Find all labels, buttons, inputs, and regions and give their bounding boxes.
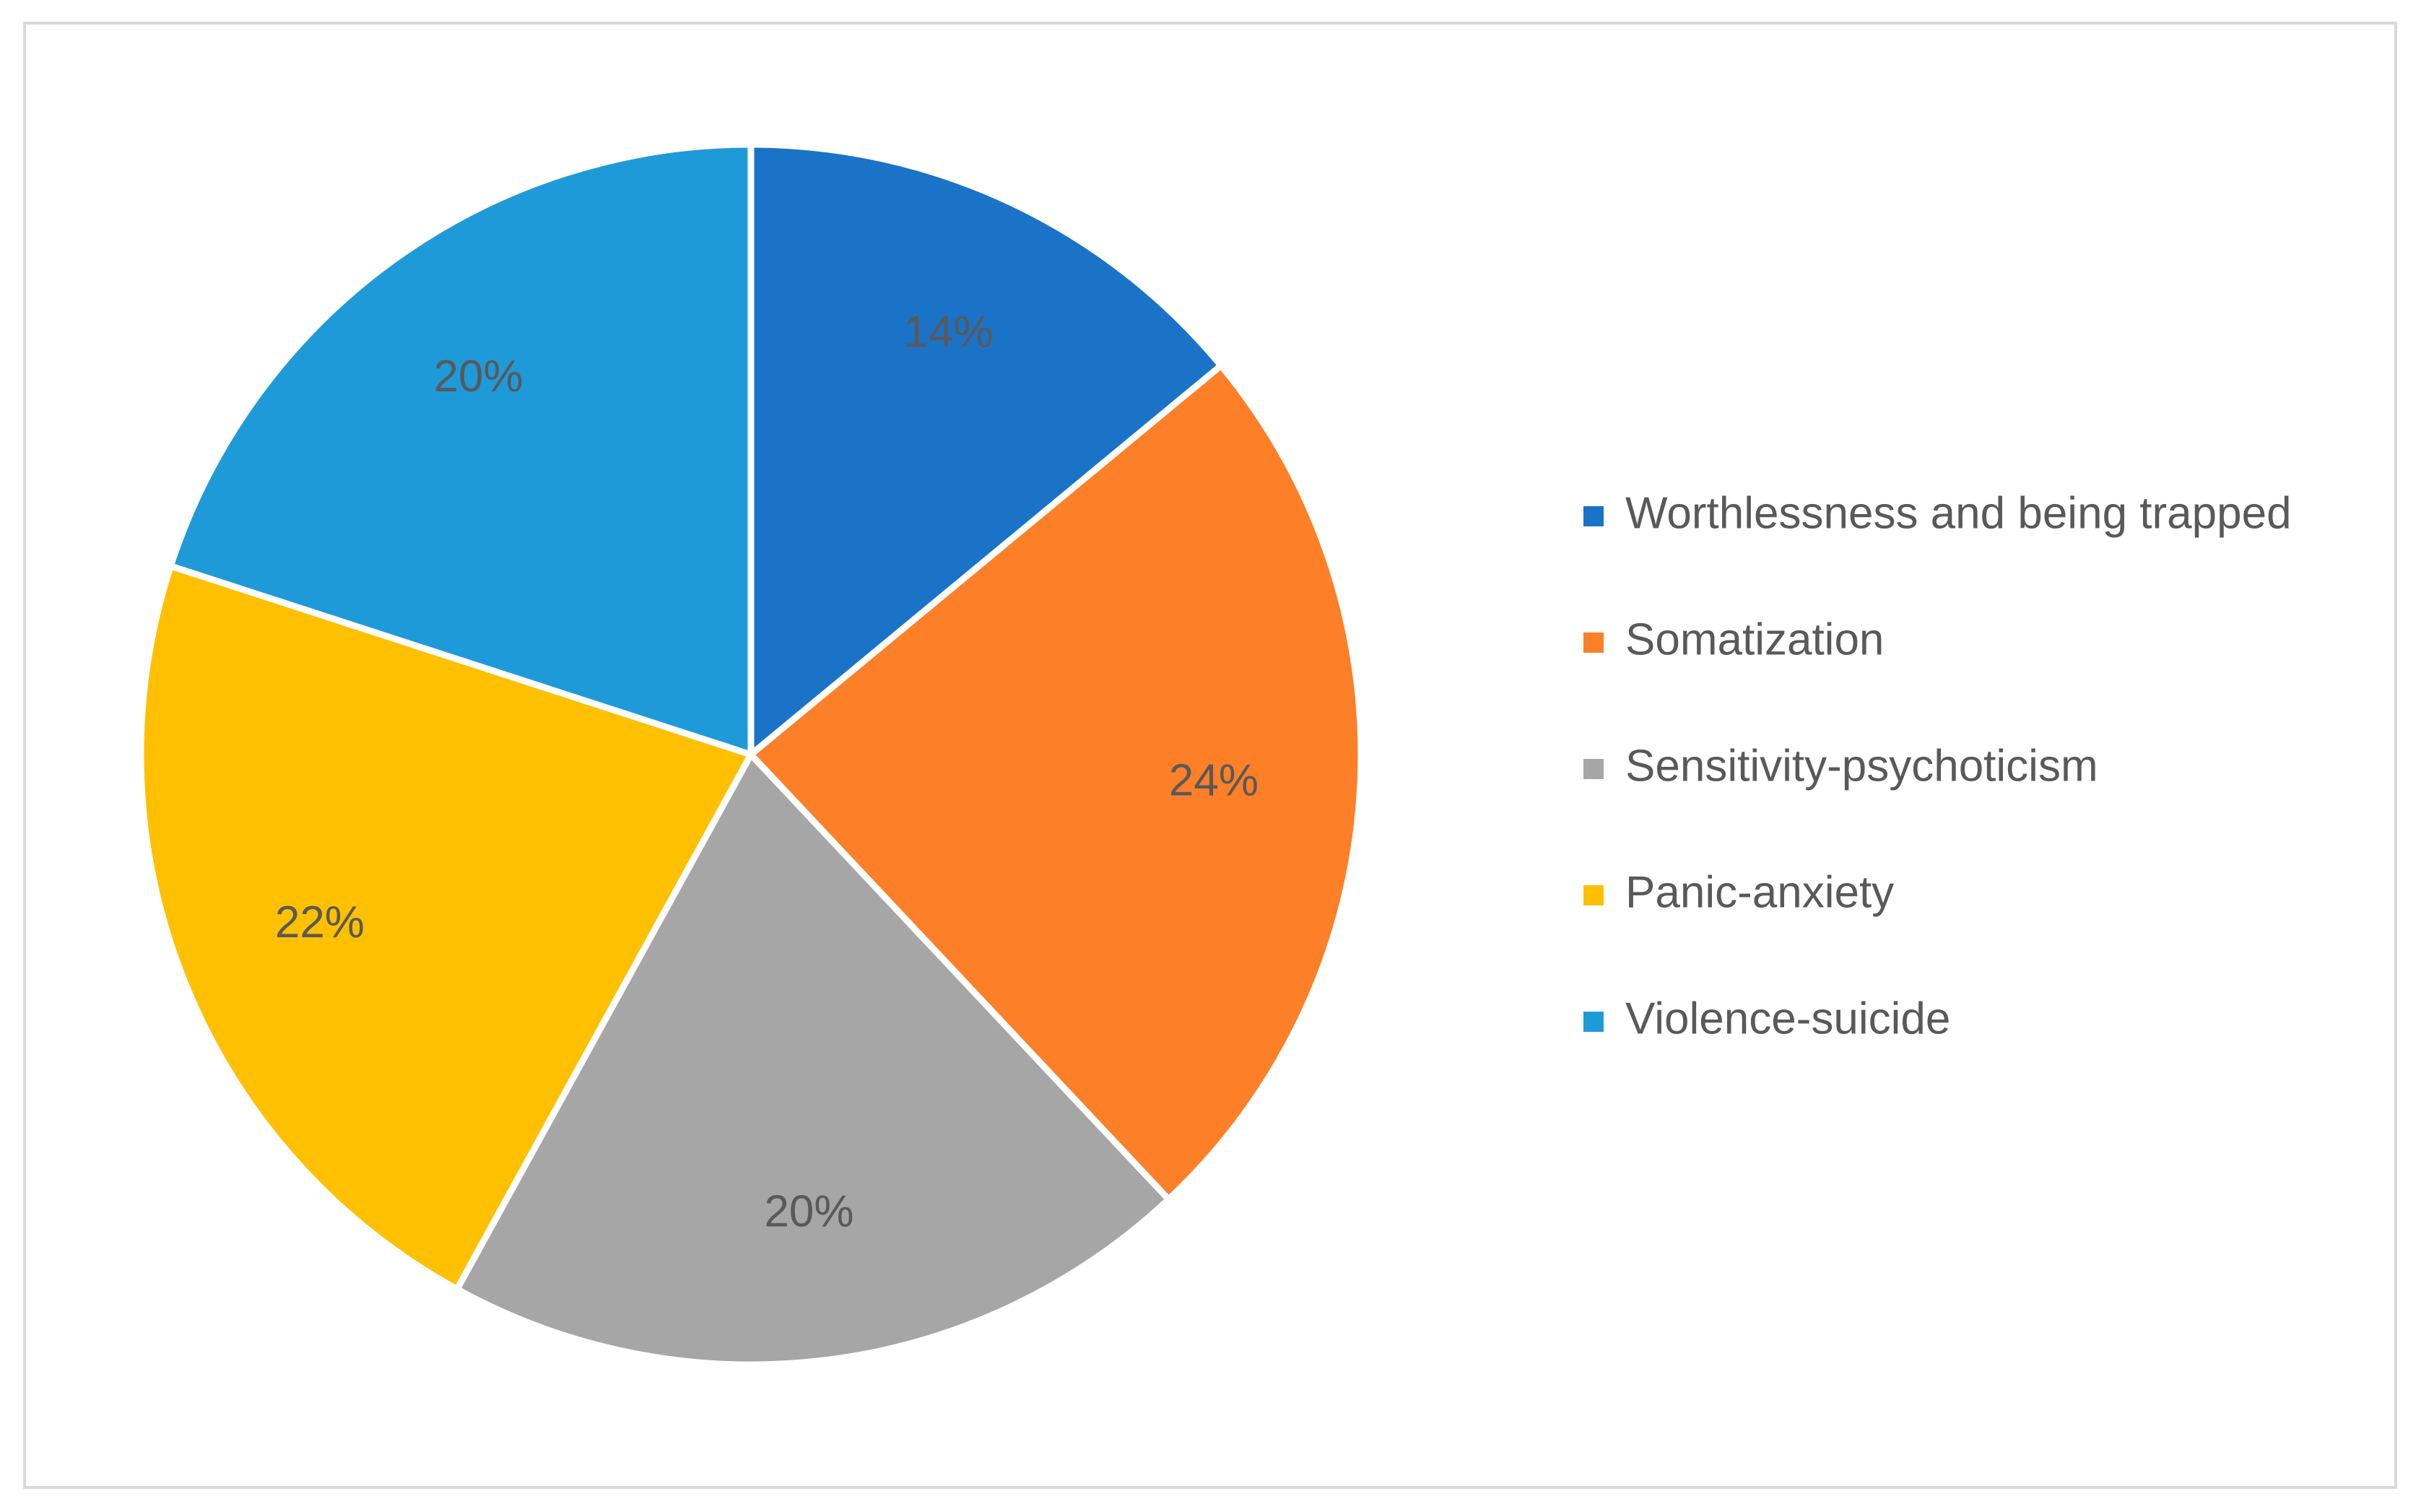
pie-slice-4 xyxy=(167,141,755,758)
pie-slice-1 xyxy=(747,362,1365,1203)
legend-label-0: Worthlessness and being trapped xyxy=(1625,488,2292,538)
legend-swatch-4 xyxy=(1583,1012,1604,1032)
slice-label-4: 20% xyxy=(433,352,523,401)
pie-slice-3 xyxy=(137,562,755,1292)
slice-labels: 14% 24% 20% 22% 20% xyxy=(275,307,1259,1236)
legend-label-1: Somatization xyxy=(1625,614,1884,664)
pie-slices xyxy=(137,141,1365,1368)
pie-slice-0 xyxy=(747,141,1225,758)
pie-slice-2 xyxy=(453,751,1172,1368)
legend-swatch-3 xyxy=(1583,885,1604,905)
legend-label-4: Violence-suicide xyxy=(1625,994,1950,1043)
slice-label-0: 14% xyxy=(903,307,993,357)
slice-label-2: 20% xyxy=(764,1187,853,1237)
legend-label-3: Panic-anxiety xyxy=(1625,867,1894,917)
slice-label-3: 22% xyxy=(275,898,365,947)
legend: Worthlessness and being trapped Somatizat… xyxy=(1583,488,2292,1043)
legend-swatch-2 xyxy=(1583,759,1604,779)
legend-swatch-1 xyxy=(1583,633,1604,653)
slice-label-1: 24% xyxy=(1169,756,1259,806)
legend-swatch-0 xyxy=(1583,506,1604,526)
legend-label-2: Sensitivity-psychoticism xyxy=(1625,741,2098,791)
